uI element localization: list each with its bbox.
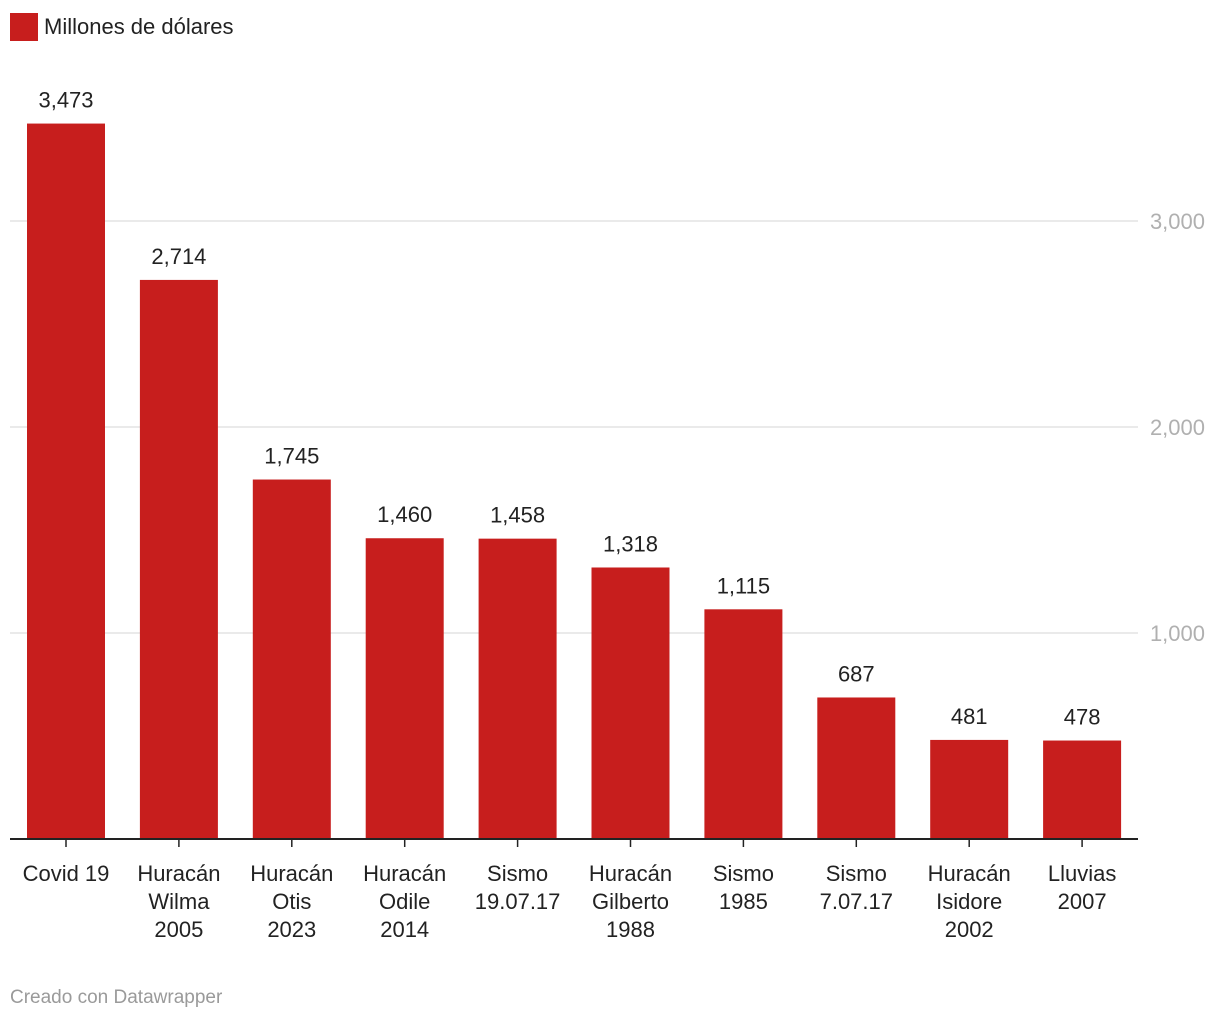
y-tick-label: 3,000 [1150,209,1205,234]
x-tick-label: Covid 19 [23,861,110,886]
x-tick-label: Sismo 7.07.17 [820,861,893,914]
value-labels: 3,473 2,714 1,745 1,460 1,458 1,318 1,115 687 48… [38,88,1100,730]
data-label: 3,473 [38,88,93,113]
y-tick-label: 1,000 [1150,621,1205,646]
bar [27,123,105,839]
data-label: 1,115 [717,573,770,598]
credit-text: Creado con Datawrapper [10,987,223,1008]
x-tick-label: Sismo 19.07.17 [475,861,561,914]
x-tick-label: Huracán Otis 2023 [250,861,333,942]
bar [930,739,1009,839]
data-label: 1,460 [377,502,432,527]
x-tick-label: Huracán Wilma 2005 [137,861,220,942]
bar [591,567,670,839]
x-tick-label: Huracán Isidore 2002 [928,861,1011,942]
bar [252,479,331,839]
y-tick-label: 2,000 [1150,415,1205,440]
legend: Millones de dólares [10,13,234,41]
x-axis: Covid 19 Huracán Wilma 2005 Huracán Otis 2023 H… [10,838,1138,942]
bars [27,123,1122,839]
data-label: 1,745 [264,444,319,469]
data-label: 1,458 [490,503,545,528]
bar [139,279,218,839]
x-tick-label: Lluvias 2007 [1048,861,1116,914]
x-tick-label: Huracán Odile 2014 [363,861,446,942]
bar [1043,740,1122,839]
data-label: 687 [838,661,875,686]
bar [365,538,444,839]
data-label: 478 [1064,705,1101,730]
x-tick-label: Huracán Gilberto 1988 [589,861,672,942]
data-label: 481 [951,704,988,729]
data-label: 2,714 [151,244,206,269]
x-tick-label: Sismo 1985 [713,861,774,914]
legend-swatch [10,13,38,41]
data-label: 1,318 [603,531,658,556]
bar [478,538,557,839]
legend-label: Millones de dólares [44,14,234,39]
bar [704,609,783,839]
bar [817,697,896,839]
